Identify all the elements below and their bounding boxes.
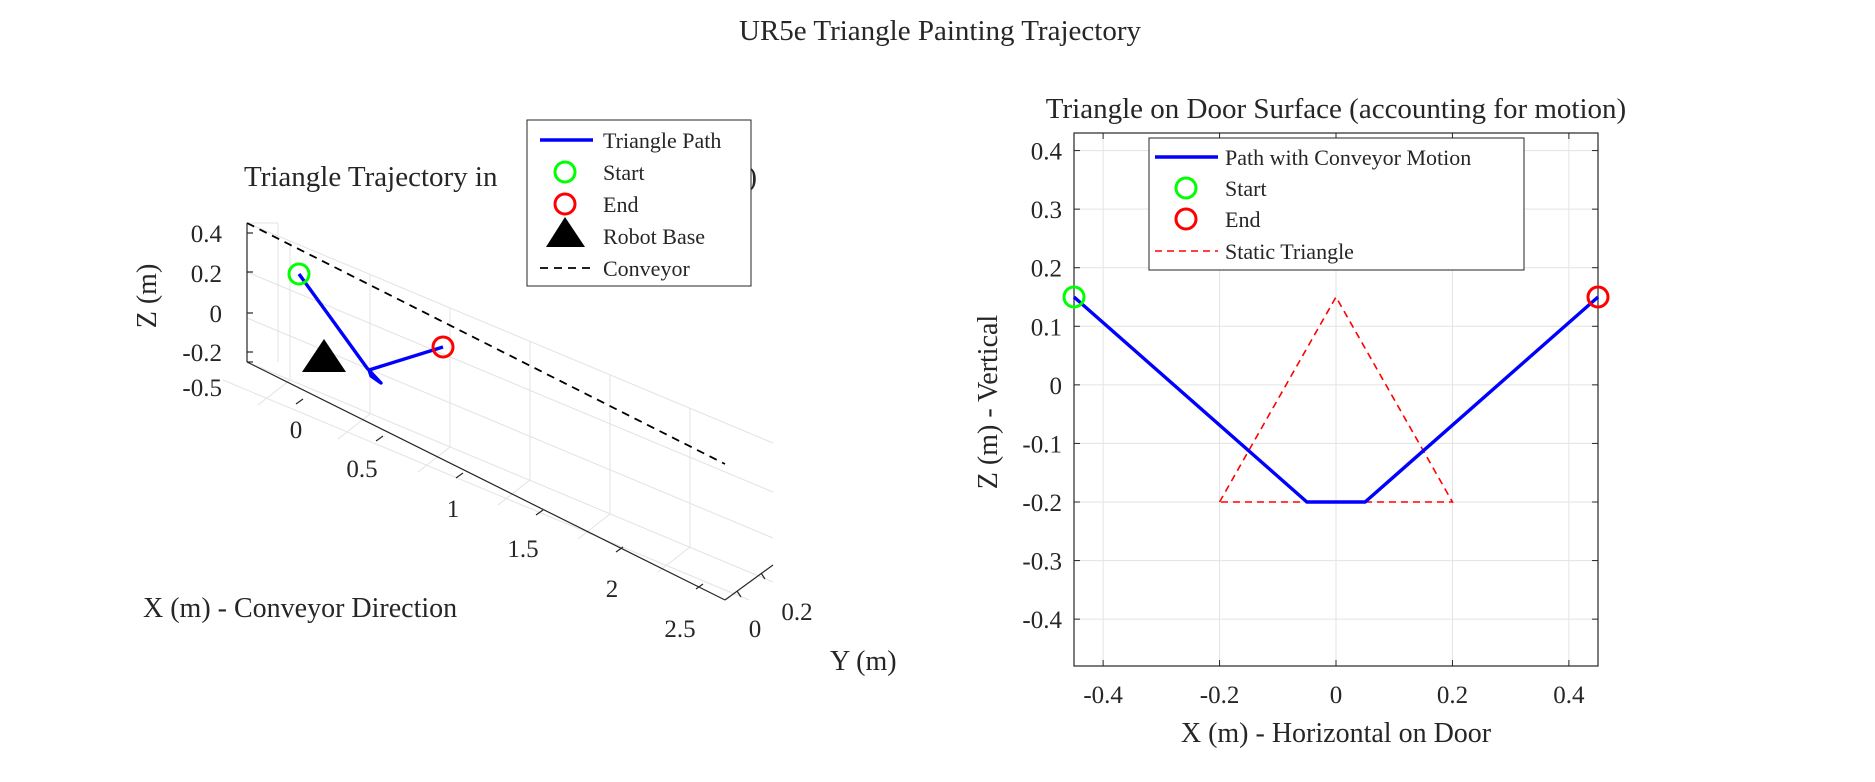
plot3d: 0.4 0.2 0 -0.2 -0.5 0 0.5 1 1.5 2 2.5 0 … xyxy=(132,119,897,677)
plot3d-yticks: 0 0.2 xyxy=(749,599,813,643)
xtick-label: -0.2 xyxy=(1200,682,1240,709)
plot3d-axes xyxy=(246,223,774,601)
xtick-label: 2 xyxy=(606,576,619,603)
ytick-label: 0.2 xyxy=(1031,256,1062,283)
ztick-label: 0 xyxy=(210,301,223,328)
plot3d-zticks: 0.4 0.2 0 -0.2 -0.5 xyxy=(182,221,222,402)
xtick-label: 0.2 xyxy=(1437,682,1468,709)
ytick-label: 0.2 xyxy=(781,599,812,626)
ztick-label: -0.5 xyxy=(182,375,222,402)
start-marker xyxy=(1062,285,1086,309)
ylabel: Y (m) xyxy=(830,646,897,677)
ztick-label: 0.2 xyxy=(191,261,222,288)
legend-label: Start xyxy=(603,160,645,185)
legend-label: Triangle Path xyxy=(603,128,721,153)
ztick-label: 0.4 xyxy=(191,221,223,248)
y-axis-line xyxy=(724,564,774,601)
ytick-label: 0 xyxy=(1050,373,1063,400)
legend-label: End xyxy=(1225,207,1260,232)
xtick-label: 0.4 xyxy=(1553,682,1585,709)
xtick-label: 0.5 xyxy=(346,456,377,483)
static-triangle-line xyxy=(1218,295,1454,503)
conveyor-line xyxy=(246,222,726,465)
ztick-label: -0.2 xyxy=(182,340,222,367)
ytick-label: -0.4 xyxy=(1022,607,1062,634)
plot2d-title: Triangle on Door Surface (accounting for… xyxy=(1046,93,1626,125)
legend-label: Start xyxy=(1225,176,1267,201)
robot-base-triangle xyxy=(302,339,346,372)
plot3d-grid xyxy=(222,222,774,601)
legend-label: Conveyor xyxy=(603,256,690,281)
end-marker-3d xyxy=(431,335,455,359)
xlabel: X (m) - Conveyor Direction xyxy=(143,593,457,624)
plot2d-xlabel: X (m) - Horizontal on Door xyxy=(1181,718,1492,749)
xtick-label: 2.5 xyxy=(664,616,695,643)
ytick-label: 0.3 xyxy=(1031,197,1062,224)
plot2d-legend: Path with Conveyor Motion Start End Stat… xyxy=(1148,137,1525,271)
xtick-label: 0 xyxy=(290,417,303,444)
path-with-conveyor-motion-line xyxy=(1072,295,1600,504)
figure-title: UR5e Triangle Painting Trajectory xyxy=(739,15,1141,47)
plot3d-legend: Triangle Path Start End Robot Base Conve… xyxy=(526,119,752,287)
start-marker-3d xyxy=(287,262,311,286)
ytick-label: -0.1 xyxy=(1022,431,1062,458)
triangle-path-3d xyxy=(297,273,444,385)
legend-label: Robot Base xyxy=(603,224,705,249)
ytick-label: -0.3 xyxy=(1022,549,1062,576)
plot2d-marks: -0.4 -0.2 0 0.2 0.4 0.4 0.3 0.2 0.1 0 -0.1 -0.2 -0.3… xyxy=(1022,132,1610,709)
xtick-label: -0.4 xyxy=(1083,682,1123,709)
plot3d-title: Triangle Trajectory in xyxy=(244,161,498,193)
xtick-label: 0 xyxy=(1330,682,1343,709)
plot2d-ylabel: Z (m) - Vertical xyxy=(973,315,1004,490)
x-axis-line xyxy=(246,361,726,601)
plot3d-xticks: 0 0.5 1 1.5 2 2.5 xyxy=(290,417,696,643)
legend-label: End xyxy=(603,192,638,217)
plot2d: Triangle on Door Surface (accounting for… xyxy=(973,93,1626,749)
ytick-label: -0.2 xyxy=(1022,490,1062,517)
legend-label: Path with Conveyor Motion xyxy=(1225,145,1471,170)
ytick-label: 0 xyxy=(749,616,762,643)
ytick-label: 0.4 xyxy=(1031,139,1063,166)
xtick-label: 1.5 xyxy=(507,536,538,563)
ytick-label: 0.1 xyxy=(1031,314,1062,341)
xtick-label: 1 xyxy=(447,496,460,523)
end-marker xyxy=(1586,285,1610,309)
zlabel: Z (m) xyxy=(132,264,163,329)
legend-label: Static Triangle xyxy=(1225,239,1354,264)
